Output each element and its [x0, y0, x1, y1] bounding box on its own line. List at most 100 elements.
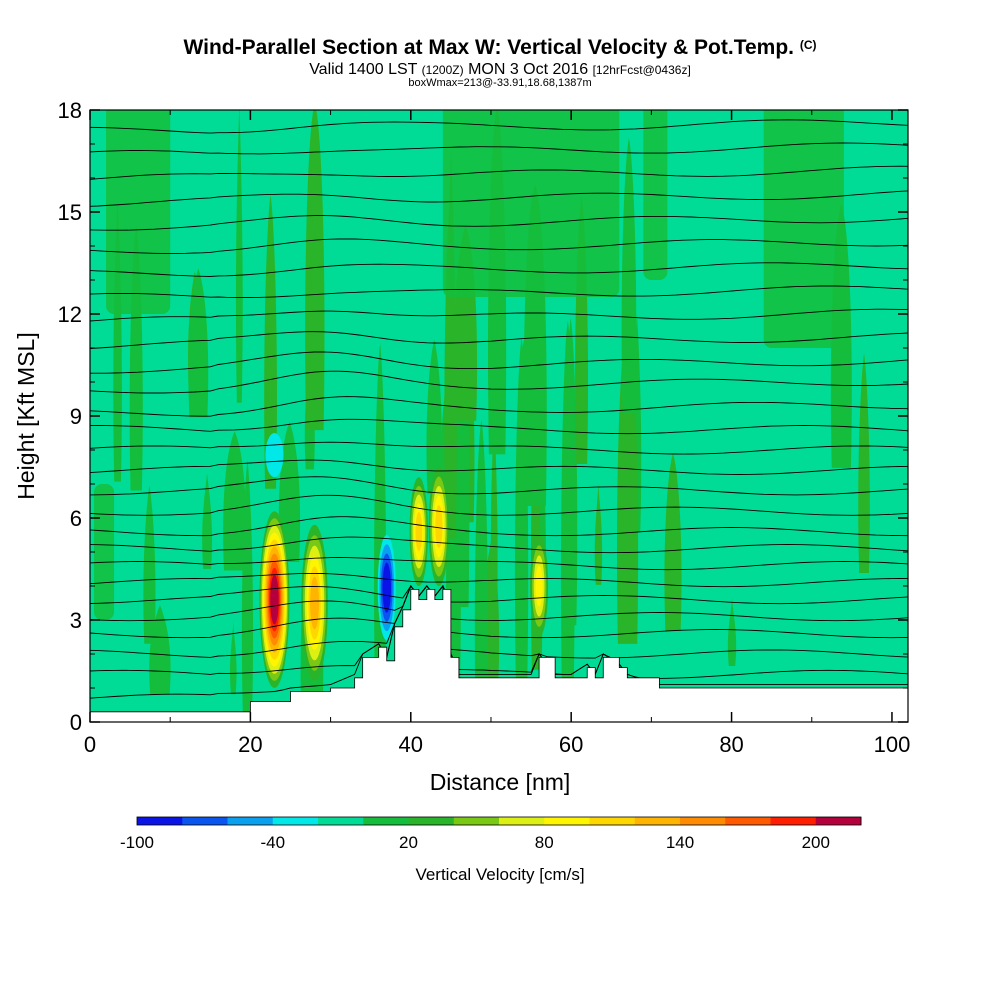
updraft-core — [270, 574, 279, 625]
colorbar-swatch — [227, 817, 274, 825]
colorbar-tick-label: 140 — [666, 833, 694, 852]
x-tick-label: 40 — [399, 732, 423, 757]
chart-title: Wind-Parallel Section at Max W: Vertical… — [0, 36, 1000, 60]
isentrope-line — [90, 262, 908, 277]
y-tick-label: 0 — [70, 710, 82, 735]
colorbar-swatch — [770, 817, 817, 825]
title-main: Wind-Parallel Section at Max W: Vertical… — [183, 36, 794, 59]
colorbar-swatch — [272, 817, 319, 825]
title-copyright: (C) — [799, 38, 817, 52]
colorbar-swatch — [544, 817, 590, 825]
axes: 0 20 40 60 80 100 0 3 6 9 12 15 18 — [58, 98, 911, 757]
isentrope-line — [90, 370, 908, 394]
x-tick-label: 0 — [84, 732, 96, 757]
weak-updraft-region — [643, 110, 668, 280]
y-tick-label: 18 — [58, 98, 82, 123]
colorbar-swatch — [408, 817, 455, 825]
y-tick-label: 9 — [70, 404, 82, 429]
isentrope-line — [90, 585, 908, 622]
plot-area — [90, 110, 908, 722]
x-tick-label: 100 — [874, 732, 911, 757]
isentrope-line — [90, 557, 908, 571]
terrain — [90, 589, 908, 722]
updraft-core — [535, 565, 543, 607]
weak-updraft-streak — [474, 419, 488, 720]
weak-updraft-streak — [727, 597, 737, 667]
isentrope-line — [90, 516, 908, 537]
colorbar-swatch — [318, 817, 364, 825]
x-tick-label: 80 — [719, 732, 743, 757]
colorbar-frame — [136, 816, 862, 826]
isentrope-line — [90, 215, 908, 231]
y-tick-label: 15 — [58, 200, 82, 225]
isentrope-line — [90, 190, 908, 207]
x-axis-label: Distance [nm] — [430, 769, 571, 795]
colorbar-swatch — [589, 817, 636, 825]
isentrope-line — [90, 459, 908, 475]
subtitle-fcst: [12hrFcst@0436z] — [592, 63, 691, 77]
colorbar-tick-label: 80 — [535, 833, 554, 852]
weak-updraft-streak — [858, 353, 870, 573]
colorbar-swatch — [499, 817, 545, 825]
weak-updraft-region — [106, 110, 171, 314]
colorbar-swatch — [634, 817, 681, 825]
colorbar-swatch — [137, 817, 183, 825]
subtitle-valid: Valid 1400 LST — [309, 61, 418, 78]
weak-updraft-streak — [241, 460, 254, 712]
isentrope-line — [90, 396, 908, 417]
weak-updraft-streak — [235, 110, 243, 403]
isentrope-line — [90, 584, 908, 639]
isentrope-line — [90, 572, 908, 588]
isentrope-line — [90, 238, 908, 254]
colorbar-tick-label: 200 — [802, 833, 830, 852]
isentrope-line — [90, 584, 908, 659]
isentrope-line — [90, 142, 908, 155]
isentrope-line — [90, 476, 908, 496]
weak-updraft-streak — [202, 473, 213, 569]
colorbar-tick-label: -100 — [120, 833, 154, 852]
weak-updraft-streak — [426, 339, 442, 494]
isentrope-line — [90, 584, 908, 699]
y-axis-label: Height [Kft MSL] — [13, 332, 39, 499]
x-tick-label: 60 — [559, 732, 583, 757]
isentrope-line — [90, 308, 908, 322]
colorbar-swatch — [453, 817, 500, 825]
colorbar: -100 -40 20 80 140 200 — [120, 816, 862, 852]
updraft-core — [415, 512, 423, 552]
isentrope-line — [90, 584, 908, 679]
weak-updraft-streak — [188, 268, 209, 418]
y-tick-label: 12 — [58, 302, 82, 327]
isentrope-line — [90, 418, 908, 435]
isentrope-line — [90, 285, 908, 298]
isentrope-line — [90, 119, 908, 134]
y-tick-label: 6 — [70, 506, 82, 531]
isentrope-line — [90, 441, 908, 455]
weak-updraft-streak — [621, 138, 637, 414]
x-tick-label: 20 — [238, 732, 262, 757]
weak-updraft-streak — [264, 195, 277, 489]
subtitle-valid-z: (1200Z) — [421, 63, 464, 77]
colorbar-swatch — [680, 817, 726, 825]
weak-updraft-streak — [223, 431, 247, 571]
colorbar-swatch — [815, 817, 862, 825]
colorbar-swatch — [182, 817, 228, 825]
colorbar-label: Vertical Velocity [cm/s] — [415, 865, 584, 884]
isentrope-line — [90, 585, 908, 605]
weak-updraft-streak — [305, 110, 325, 431]
isentrope-line — [90, 536, 908, 554]
subtitle-date: MON 3 Oct 2016 — [468, 61, 589, 78]
weak-updraft-streak — [143, 485, 156, 644]
chart-box-info: boxWmax=213@-33.91,18.68,1387m — [408, 77, 592, 89]
isentrope-line — [90, 331, 908, 349]
weak-updraft-streak — [664, 452, 682, 631]
downdraft-core — [265, 433, 284, 478]
weak-updraft-streak — [560, 320, 575, 692]
weak-updraft-streak — [490, 409, 498, 627]
chart-subtitle: Valid 1400 LST (1200Z) MON 3 Oct 2016 [1… — [0, 61, 1000, 79]
colorbar-swatch — [363, 817, 409, 825]
y-tick-label: 3 — [70, 608, 82, 633]
colorbar-tick-label: 20 — [399, 833, 418, 852]
downdraft-core — [382, 562, 392, 613]
weak-updraft-streak — [229, 619, 237, 695]
